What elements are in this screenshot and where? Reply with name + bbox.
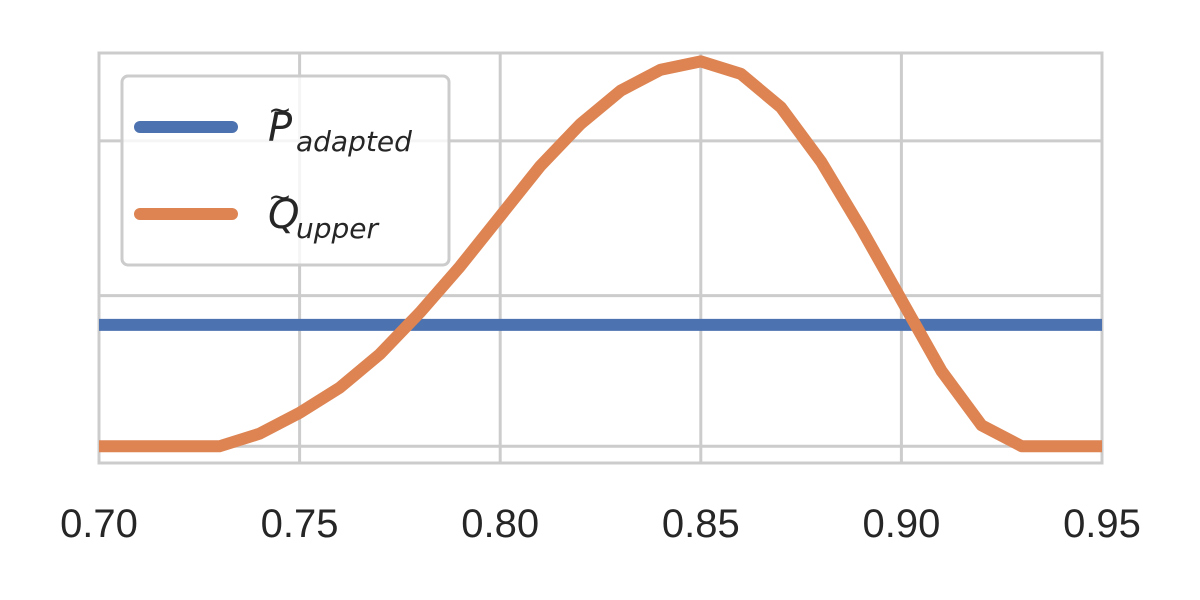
x-tick-label: 0.95 xyxy=(1063,502,1141,546)
x-tick-label: 0.90 xyxy=(862,502,940,546)
x-tick-label: 0.75 xyxy=(261,502,339,546)
legend-accent: ~ xyxy=(268,93,291,126)
x-tick-label: 0.80 xyxy=(461,502,539,546)
series-group xyxy=(99,55,1102,453)
legend-accent: ~ xyxy=(268,180,291,213)
plot-frame xyxy=(97,51,1104,465)
x-tick-label: 0.70 xyxy=(60,502,138,546)
legend-label-base: P xyxy=(268,105,293,151)
legend-label-base: Q xyxy=(268,192,299,238)
x-tick-label: 0.85 xyxy=(662,502,740,546)
series-line-upper xyxy=(99,55,1102,453)
legend-label-sub: upper xyxy=(296,212,380,245)
legend-label-sub: adapted xyxy=(296,125,412,158)
x-tick-labels: 0.70 0.75 0.80 0.85 0.90 0.95 xyxy=(60,502,1141,546)
